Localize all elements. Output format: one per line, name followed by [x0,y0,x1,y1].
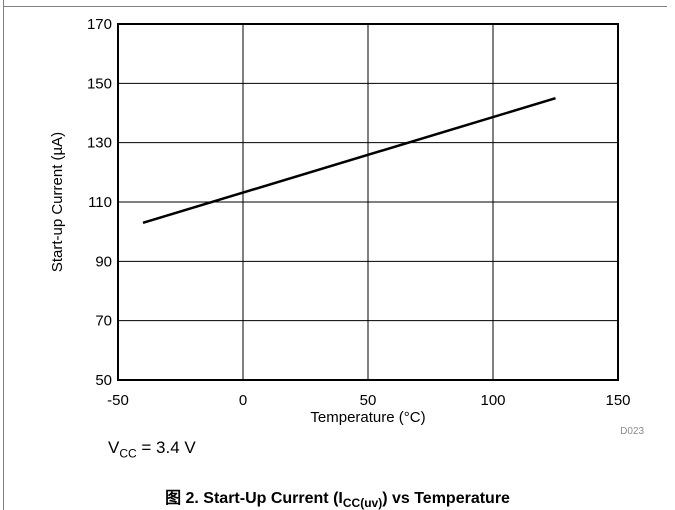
y-tick-label: 110 [88,194,112,211]
y-tick-label: 50 [95,372,112,389]
vcc-symbol: V [108,438,120,457]
vcc-value: = 3.4 V [136,438,196,457]
x-tick-label: 50 [360,392,377,409]
y-tick-label: 150 [87,75,112,92]
vcc-subscript: CC [119,446,137,461]
y-tick-label: 70 [95,313,112,330]
series-line-0 [142,97,556,224]
figure-caption: 图 2. Start-Up Current (ICC(uv)) vs Tempe… [0,484,675,510]
x-axis-label: Temperature (°C) [310,409,425,426]
plot-area-border [117,23,619,381]
x-tick-label: -50 [107,392,129,409]
series-lines [142,97,556,224]
page-frame-top [3,6,667,7]
caption-prefix: 图 2. Start-Up Current (I [165,490,343,507]
x-tick-labels: -50 0 50 100 150 [107,392,630,409]
vcc-condition: VCC = 3.4 V [108,438,196,460]
x-tick-label: 0 [239,392,247,409]
x-tick-label: 150 [605,392,630,409]
caption-suffix: ) vs Temperature [382,490,510,507]
grid-lines [118,24,618,380]
y-tick-labels: 50 70 90 110 130 150 170 [87,16,112,389]
y-axis-label: Start-up Current (µA) [49,132,66,272]
y-tick-label: 130 [87,135,112,152]
y-tick-label: 90 [95,253,112,270]
caption-subscript: CC(uv) [342,496,383,510]
x-tick-label: 100 [480,392,505,409]
figure-code: D023 [620,426,644,437]
page-frame-left [3,0,4,510]
y-tick-label: 170 [87,16,112,33]
